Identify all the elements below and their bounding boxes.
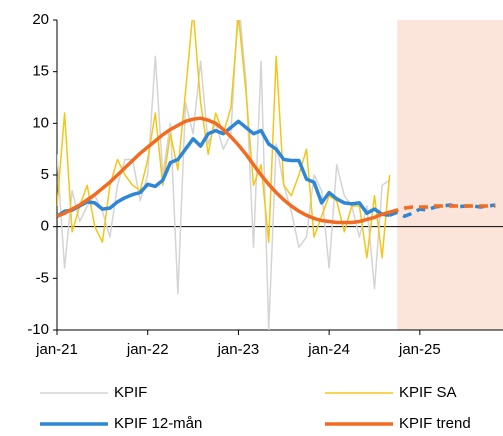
legend-label: KPIF SA — [399, 384, 457, 401]
forecast-region-layer — [397, 20, 503, 330]
x-tick-label: jan-23 — [217, 341, 260, 358]
y-tick-label: 5 — [41, 166, 49, 183]
x-tick-label: jan-25 — [398, 341, 441, 358]
x-tick-label: jan-22 — [126, 341, 169, 358]
legend-label: KPIF 12-mån — [114, 415, 202, 432]
x-tick-label: jan-24 — [307, 341, 350, 358]
legend-label: KPIF trend — [399, 415, 471, 432]
y-tick-label: 20 — [32, 11, 49, 28]
y-tick-label: -10 — [27, 321, 49, 338]
axes-layer — [53, 19, 503, 335]
series-line — [388, 203, 496, 219]
labels-layer: -10 -5 0 5 10 15 20 jan-21 jan-22 jan-23 jan-24 jan… — [27, 11, 470, 432]
forecast-region — [397, 20, 503, 330]
y-tick-label: -5 — [36, 269, 49, 286]
series-line — [57, 20, 391, 330]
y-tick-label: 10 — [32, 114, 49, 131]
y-tick-label: 15 — [32, 63, 49, 80]
series-line — [389, 204, 496, 214]
series-line — [57, 119, 390, 218]
legend-label: KPIF — [114, 384, 147, 401]
series-line — [57, 116, 391, 225]
x-tick-label: jan-21 — [35, 341, 78, 358]
lines-layer — [57, 20, 496, 330]
y-tick-label: 0 — [41, 218, 49, 235]
